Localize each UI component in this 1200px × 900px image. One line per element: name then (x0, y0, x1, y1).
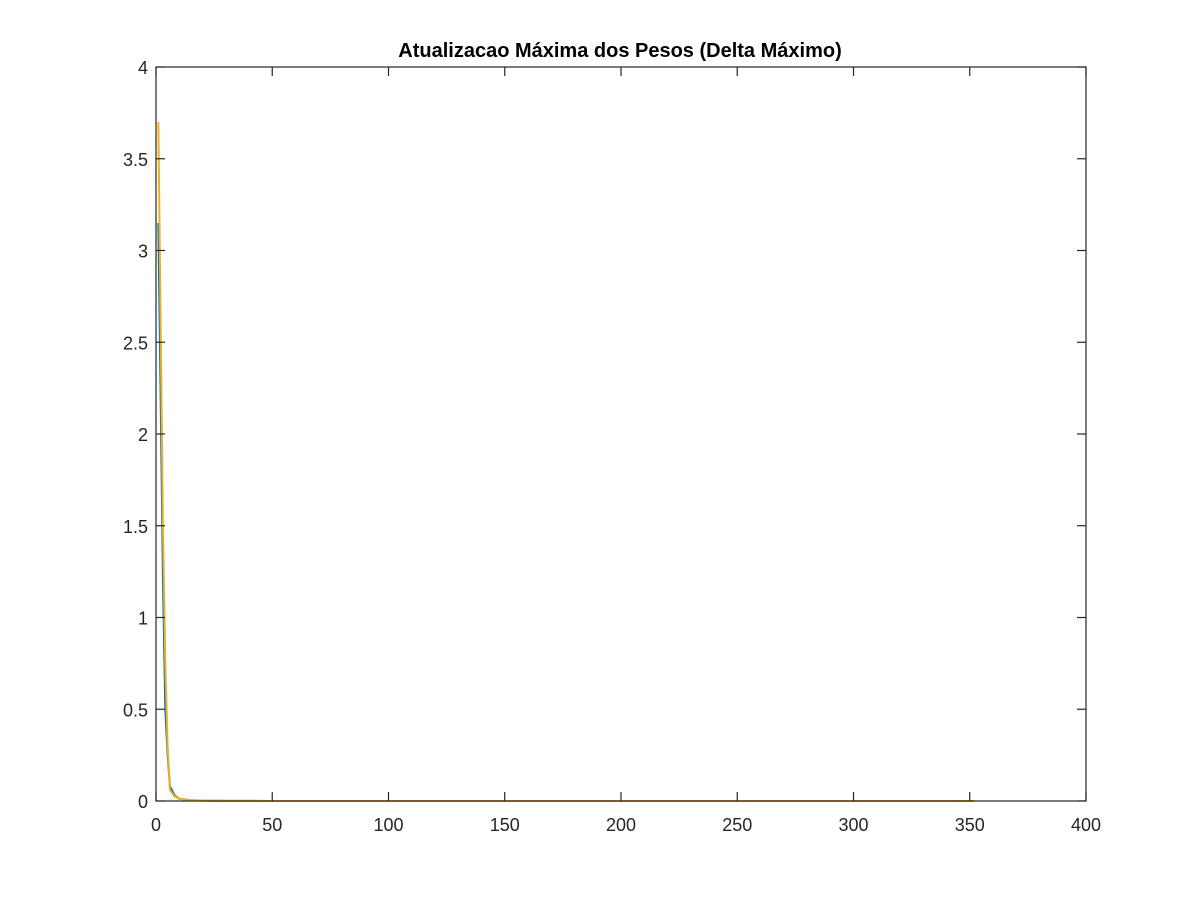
y-tick-label: 1 (138, 609, 148, 629)
y-tick-label: 3.5 (123, 150, 148, 170)
y-tick-label: 0 (138, 792, 148, 812)
y-tick-label: 2.5 (123, 333, 148, 353)
x-tick-label: 150 (490, 815, 520, 835)
y-tick-label: 2 (138, 425, 148, 445)
x-tick-label: 200 (606, 815, 636, 835)
y-tick-label: 3 (138, 242, 148, 262)
x-tick-label: 250 (722, 815, 752, 835)
chart-title: Atualizacao Máxima dos Pesos (Delta Máxi… (398, 40, 841, 62)
y-tick-label: 4 (138, 58, 148, 78)
x-tick-label: 0 (151, 815, 161, 835)
y-tick-label: 1.5 (123, 517, 148, 537)
y-tick-label: 0.5 (123, 700, 148, 720)
x-tick-label: 350 (955, 815, 985, 835)
x-tick-label: 100 (373, 815, 403, 835)
x-tick-label: 300 (838, 815, 868, 835)
axes-layer: 0 50 100 150 200 250 300 350 400 0 0.5 1 1.5 2 2.5 3 3.5… (123, 58, 1101, 835)
x-tick-label: 400 (1071, 815, 1101, 835)
x-tick-label: 50 (262, 815, 282, 835)
